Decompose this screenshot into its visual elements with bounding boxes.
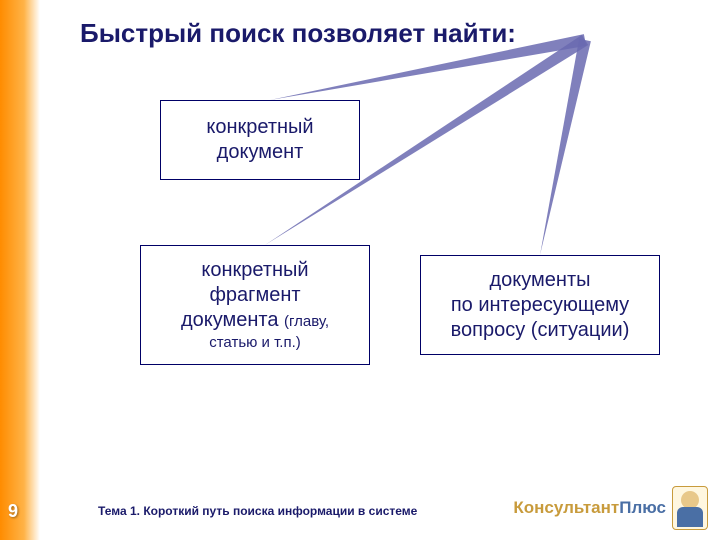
box-document: конкретныйдокумент bbox=[160, 100, 360, 180]
content-area: Быстрый поиск позволяет найти: конкретны… bbox=[40, 0, 720, 540]
box-fragment: конкретныйфрагментдокумента (главу,стать… bbox=[140, 245, 370, 365]
logo-part1: Консультант bbox=[513, 498, 619, 517]
logo-icon bbox=[672, 486, 708, 530]
page-number: 9 bbox=[8, 501, 18, 522]
box-fragment-text: конкретныйфрагментдокумента (главу,стать… bbox=[181, 258, 329, 353]
logo-text: КонсультантПлюс bbox=[513, 498, 666, 518]
footer-text: Тема 1. Короткий путь поиска информации … bbox=[98, 504, 417, 518]
box-questions: документыпо интересующемувопросу (ситуац… bbox=[420, 255, 660, 355]
slide-title: Быстрый поиск позволяет найти: bbox=[80, 18, 516, 49]
sidebar-gradient bbox=[0, 0, 40, 540]
box-questions-text: документыпо интересующемувопросу (ситуац… bbox=[451, 268, 630, 343]
logo-part2: Плюс bbox=[619, 498, 666, 517]
box-document-text: конкретныйдокумент bbox=[206, 115, 313, 165]
logo: КонсультантПлюс bbox=[513, 486, 708, 530]
